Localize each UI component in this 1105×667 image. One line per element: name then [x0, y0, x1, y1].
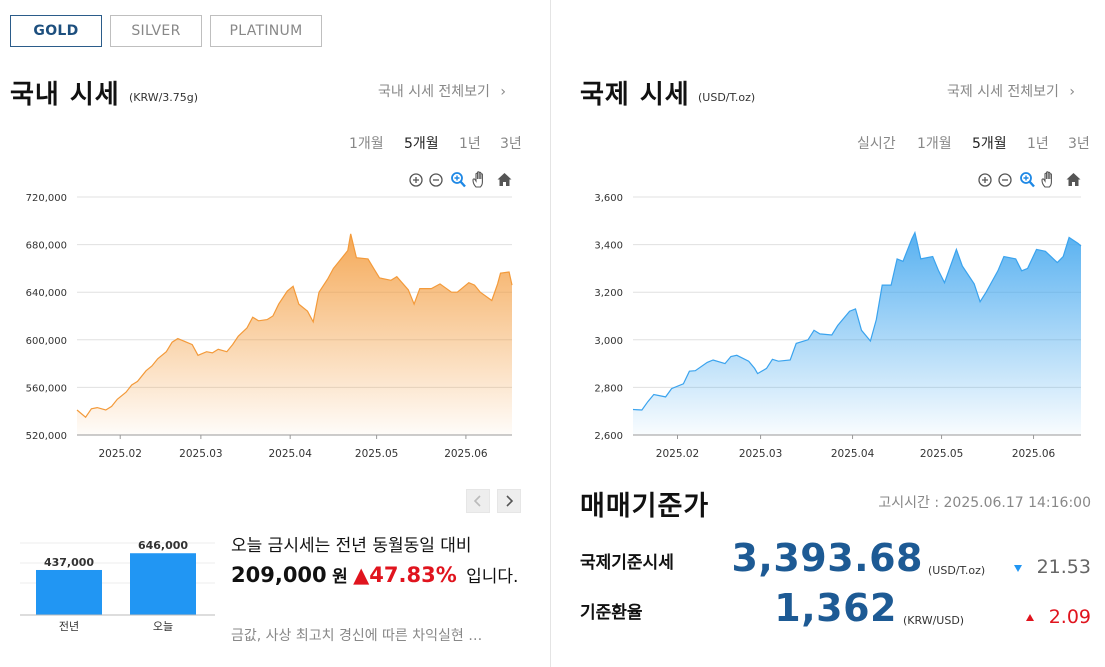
tab-platinum[interactable]: PLATINUM [210, 15, 322, 47]
x-tick-label: 2025.02 [656, 448, 699, 460]
hand-pan-icon[interactable] [472, 170, 489, 189]
y-tick-label: 560,000 [26, 383, 67, 394]
home-reset-icon[interactable] [1065, 170, 1082, 189]
chevron-right-icon: › [500, 84, 507, 100]
y-tick-label: 600,000 [26, 336, 67, 347]
x-tick-label: 2025.04 [268, 448, 312, 460]
bar-value-label: 646,000 [138, 539, 188, 552]
domestic-period-5m[interactable]: 5개월 [404, 136, 439, 152]
x-tick-label: 2025.04 [831, 448, 875, 460]
column-divider [550, 0, 551, 667]
home-reset-icon[interactable] [496, 170, 513, 189]
intl-period-1y[interactable]: 1년 [1027, 136, 1049, 152]
y-tick-label: 3,200 [594, 288, 623, 299]
exchange-rate-unit: (KRW/USD) [903, 614, 965, 627]
y-tick-label: 2,800 [594, 383, 623, 394]
news-headline-link[interactable]: 금값, 사상 최고치 경신에 따른 차익실현 … [231, 628, 483, 644]
zoom-out-icon[interactable] [428, 170, 445, 189]
y-tick-label: 2,600 [594, 431, 623, 442]
domestic-view-all-label: 국내 시세 전체보기 [378, 84, 490, 100]
domestic-price-chart: 720,000 680,000 640,000 600,000 560,000 520,0… [26, 193, 513, 460]
intl-period-1m[interactable]: 1개월 [917, 136, 952, 152]
international-unit: (USD/T.oz) [698, 91, 756, 104]
y-tick-label: 3,600 [594, 193, 623, 204]
prev-page-button[interactable] [466, 489, 490, 513]
compare-won: 원 [332, 567, 348, 587]
domestic-period-3y[interactable]: 3년 [500, 136, 522, 152]
intl-period-5m[interactable]: 5개월 [972, 136, 1007, 152]
hand-pan-icon[interactable] [1041, 170, 1058, 189]
y-tick-label: 3,400 [594, 241, 623, 252]
international-view-all-label: 국제 시세 전체보기 [947, 84, 1059, 100]
domestic-series-area [77, 233, 512, 435]
bar-category-label: 전년 [59, 620, 79, 633]
domestic-series-line [76, 233, 513, 419]
x-tick-label: 2025.05 [355, 448, 398, 460]
tab-silver[interactable]: SILVER [110, 15, 202, 47]
compare-up-arrow: ▲ [353, 563, 370, 587]
x-tick-label: 2025.03 [179, 448, 222, 460]
y-tick-label: 680,000 [26, 241, 67, 252]
next-page-button[interactable] [497, 489, 521, 513]
chevron-right-icon: › [1069, 84, 1076, 100]
up-triangle-icon [1026, 614, 1034, 621]
international-view-all-link[interactable]: 국제 시세 전체보기 › [947, 81, 1075, 101]
intl-standard-label: 국제기준시세 [580, 553, 674, 573]
x-tick-label: 2025.06 [444, 448, 488, 460]
bar [36, 569, 102, 615]
chevron-right-icon [506, 495, 514, 507]
notice-time: 고시시간 : 2025.06.17 14:16:00 [878, 495, 1091, 511]
domestic-title: 국내 시세 [10, 80, 120, 110]
compare-percent: 47.83% [369, 563, 457, 587]
international-title: 국제 시세 [580, 80, 690, 110]
y-tick-label: 640,000 [26, 288, 67, 299]
international-series-line [632, 230, 1082, 411]
bar-value-label: 437,000 [44, 556, 94, 569]
year-compare-bar-chart: 437,000 전년 646,000 오늘 [20, 539, 215, 633]
x-tick-label: 2025.03 [739, 448, 782, 460]
intl-standard-change: 21.53 [1036, 556, 1091, 578]
domestic-period-1y[interactable]: 1년 [459, 136, 481, 152]
y-tick-label: 520,000 [26, 431, 67, 442]
compare-summary: 오늘 금시세는 전년 동월동일 대비 209,000 원 ▲47.83% 입니다… [231, 532, 521, 592]
compare-amount: 209,000 [231, 563, 327, 587]
bar-category-label: 오늘 [153, 620, 173, 633]
intl-period-realtime[interactable]: 실시간 [857, 136, 896, 152]
intl-period-3y[interactable]: 3년 [1068, 136, 1090, 152]
chevron-left-icon [473, 495, 481, 507]
international-price-chart: 3,600 3,400 3,200 3,000 2,800 2,600 2025.02 202… [594, 193, 1082, 460]
intl-standard-unit: (USD/T.oz) [928, 564, 986, 577]
exchange-rate-label: 기준환율 [580, 603, 643, 623]
domestic-view-all-link[interactable]: 국내 시세 전체보기 › [378, 81, 506, 101]
x-tick-label: 2025.06 [1012, 448, 1056, 460]
zoom-in-icon[interactable] [408, 170, 425, 189]
magnifier-zoom-icon[interactable] [450, 170, 467, 189]
bar [130, 553, 196, 615]
zoom-out-icon[interactable] [997, 170, 1014, 189]
x-tick-label: 2025.05 [920, 448, 963, 460]
standard-price-title: 매매기준가 [580, 491, 710, 522]
y-tick-label: 3,000 [594, 336, 623, 347]
magnifier-zoom-icon[interactable] [1019, 170, 1036, 189]
exchange-rate-value: 1,362 [774, 586, 897, 630]
international-series-area [633, 232, 1081, 435]
down-triangle-icon [1014, 565, 1022, 572]
x-tick-label: 2025.02 [99, 448, 142, 460]
domestic-unit: (KRW/3.75g) [129, 91, 199, 104]
tab-gold[interactable]: GOLD [10, 15, 102, 47]
exchange-rate-change: 2.09 [1048, 606, 1091, 628]
domestic-period-1m[interactable]: 1개월 [349, 136, 384, 152]
zoom-in-icon[interactable] [977, 170, 994, 189]
intl-standard-value: 3,393.68 [731, 536, 923, 580]
compare-tail: 입니다. [466, 567, 519, 587]
compare-line1: 오늘 금시세는 전년 동월동일 대비 [231, 536, 472, 556]
y-tick-label: 720,000 [26, 193, 67, 204]
